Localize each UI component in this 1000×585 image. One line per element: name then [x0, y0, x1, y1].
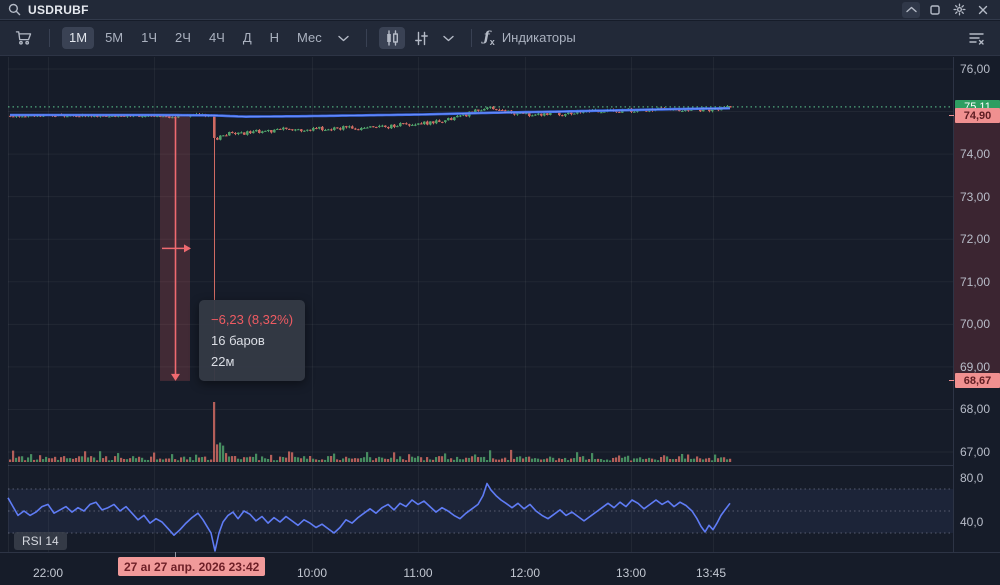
axis-measure-band [954, 115, 1000, 381]
time-tick-label: 13:45 [695, 566, 727, 580]
search-icon[interactable] [8, 3, 21, 16]
time-tick-label: 11:00 [403, 566, 433, 580]
object-tree-remove-icon[interactable] [963, 28, 990, 48]
measure-date-start-clipped: 27 ап [124, 559, 150, 574]
rsi-tick-label: 80,0 [960, 471, 984, 485]
candle-series [9, 104, 732, 381]
price-tick-label: 68,00 [960, 402, 991, 417]
time-tick-label: 13:00 [615, 566, 647, 580]
chart-toolbar: 1M 5M 1Ч 2Ч 4Ч Д Н Мес [0, 21, 1000, 56]
rsi-tick-label: 40,0 [960, 515, 984, 529]
timeframe-week[interactable]: Н [269, 30, 280, 45]
toolbar-separator [470, 29, 472, 47]
rsi-indicator-label[interactable]: RSI 14 [14, 532, 67, 550]
timeframe-1h[interactable]: 1Ч [141, 30, 158, 45]
measure-date-end: 27 апр. 2026 23:42 [154, 559, 260, 574]
volume-series [9, 402, 732, 462]
time-tick-label: 12:00 [509, 566, 541, 580]
measure-date-badge: 27 ап 27 апр. 2026 23:42 [118, 557, 266, 576]
toolbar-separator [49, 29, 50, 47]
indicators-label: Индикаторы [501, 30, 576, 46]
measure-bars: 16 баров [211, 333, 265, 348]
order-cart-icon[interactable] [10, 27, 37, 49]
fx-icon: ƒx [483, 29, 495, 47]
price-tick-label: 72,00 [960, 232, 991, 247]
timeframe-5m[interactable]: 5M [105, 30, 124, 45]
indicators-button[interactable]: ƒx Индикаторы [484, 29, 576, 47]
symbol-title[interactable]: USDRUBF [28, 2, 89, 17]
timeframe-4h[interactable]: 4Ч [208, 30, 225, 45]
timeframe-day[interactable]: Д [242, 30, 252, 45]
timeframes-chevron-down-icon[interactable] [333, 32, 354, 45]
price-tick-label: 73,00 [960, 189, 991, 204]
candlestick-style-icon[interactable] [378, 27, 405, 49]
measure-price-badge-bottom: 68,67 [949, 373, 1000, 389]
toolbar-separator [365, 29, 367, 47]
price-tick-label: 74,00 [960, 147, 991, 162]
timeframe-month[interactable]: Мес [297, 30, 322, 45]
price-tick-label: 70,00 [960, 317, 991, 332]
price-tick-label: 67,00 [960, 445, 991, 459]
time-tick-label: 22:00 [32, 566, 64, 580]
timeframe-1m[interactable]: 1M [62, 27, 95, 49]
timeframe-2h[interactable]: 2Ч [175, 30, 191, 45]
measure-tooltip: −6,23 (8,32%) 16 баров 22м [199, 300, 306, 381]
maximize-icon[interactable] [926, 2, 944, 18]
price-tick-label: 76,00 [960, 62, 991, 76]
rsi-line [7, 482, 731, 552]
measure-time-tick [175, 552, 176, 557]
measure-duration: 22м [211, 354, 235, 369]
settings-gear-icon[interactable] [950, 2, 968, 18]
close-icon[interactable] [974, 2, 992, 18]
title-bar: USDRUBF [0, 0, 1000, 20]
window-controls [902, 1, 992, 18]
collapse-panel-icon[interactable] [902, 1, 920, 18]
price-tick-label: 71,00 [960, 274, 991, 289]
measure-price-badge-top: 74,90 [949, 108, 1000, 124]
style-chevron-down-icon[interactable] [438, 32, 459, 45]
time-tick-label: 10:00 [296, 566, 328, 580]
chart-settings-sliders-icon[interactable] [409, 28, 434, 49]
price-tick-label: 69,00 [960, 359, 991, 374]
measure-change: −6,23 (8,32%) [211, 312, 294, 327]
